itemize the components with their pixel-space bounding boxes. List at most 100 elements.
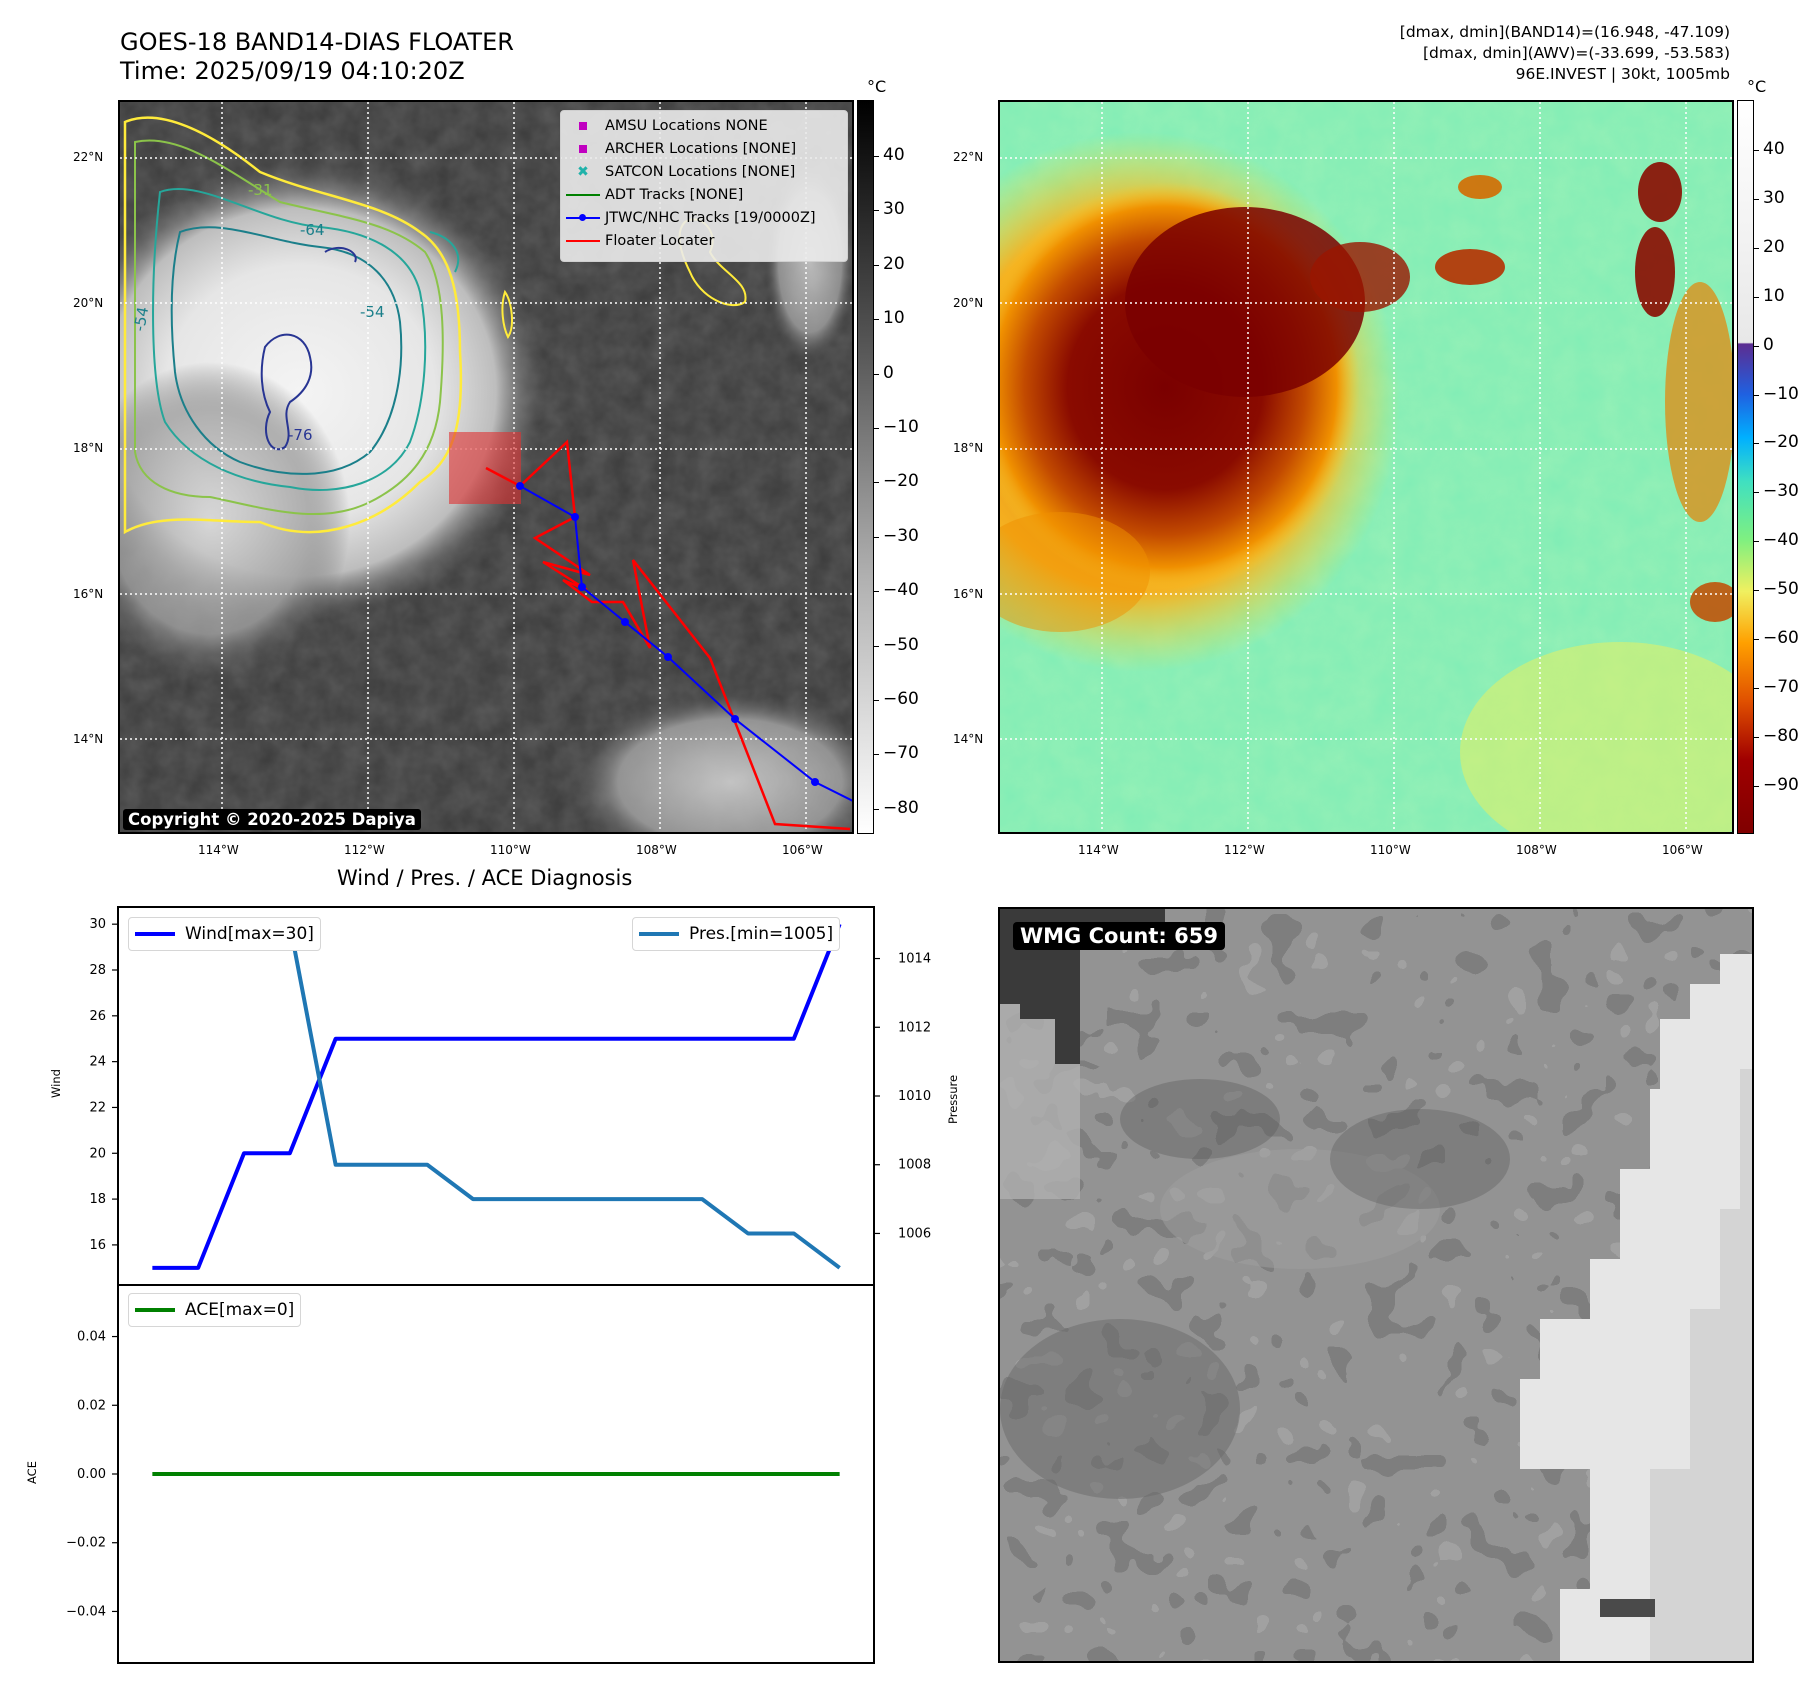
legend-symbol: ✖ — [577, 163, 589, 180]
colorbar-tick-mark — [874, 482, 879, 484]
contour-label: -64 — [300, 221, 325, 239]
colorbar-tick-label: −20 — [1763, 432, 1799, 453]
colorbar-tick-mark — [1754, 492, 1759, 494]
colorbar-tick-mark — [874, 754, 879, 756]
diagnosis-chart-area: 16 18 20 22 24 26 28 30 1006 1008 1010 1012 1014 −0.0… — [66, 906, 931, 1664]
colorbar-tick-mark — [1754, 198, 1759, 200]
lon-tick-label: 112°W — [1224, 843, 1265, 857]
colorbar-tick-mark — [1754, 296, 1759, 298]
wv-map-panel — [998, 100, 1734, 834]
colorbar-tick-label: −10 — [883, 417, 919, 437]
wind-tick-label: 18 — [89, 1192, 106, 1207]
colorbar-tick-label: −60 — [883, 689, 919, 709]
colorbar-tick-mark — [1754, 639, 1759, 640]
wind-tick-label: 30 — [89, 917, 106, 932]
colorbar-tick-mark — [874, 373, 879, 375]
wv-map-image — [1000, 102, 1732, 832]
legend-label: AMSU Locations NONE — [605, 117, 768, 134]
floater-track — [485, 439, 851, 831]
lat-tick-label: 20°N — [953, 296, 984, 310]
lat-tick-label: 14°N — [73, 732, 104, 746]
lat-tick-label: 22°N — [953, 150, 984, 164]
wind-tick-label: 20 — [89, 1146, 106, 1161]
colorbar-tick-label: −50 — [1763, 579, 1799, 600]
wind-legend: Wind[max=30] — [128, 917, 321, 951]
colorbar-tick-label: 30 — [883, 199, 905, 220]
colorbar-tick-label: −10 — [1763, 383, 1799, 404]
legend-label: ARCHER Locations [NONE] — [605, 140, 797, 157]
ace-tick-label: 0.04 — [77, 1330, 106, 1345]
lon-tick-label: 112°W — [344, 843, 385, 857]
colorbar-tick-label: −50 — [883, 634, 919, 655]
ace-tick-label: −0.02 — [66, 1536, 106, 1551]
ir-map-panel: -31 -64 -54 -54 -76 — [118, 100, 854, 834]
colorbar-tick-mark — [1754, 687, 1759, 689]
pressure-tick-label: 1006 — [898, 1226, 931, 1241]
ace-legend: ACE[max=0] — [128, 1293, 302, 1327]
legend-label: Floater Locater — [605, 232, 715, 249]
colorbar-tick-label: 20 — [1763, 236, 1785, 257]
colorbar-tick-mark — [1754, 345, 1759, 347]
legend-symbol — [561, 121, 605, 130]
colorbar-tick-label: −30 — [1763, 481, 1799, 502]
ir-colorbar — [857, 100, 874, 834]
contour-label: -31 — [248, 181, 273, 199]
legend-symbol — [561, 193, 605, 196]
ace-axis-label: ACE — [25, 1461, 39, 1484]
lon-tick-label: 114°W — [198, 843, 239, 857]
colorbar-tick-label: 40 — [1763, 139, 1785, 159]
colorbar-tick-label: 30 — [1763, 187, 1785, 208]
pressure-series-line — [152, 922, 841, 1270]
lat-tick-label: 14°N — [953, 732, 984, 746]
ir-legend: AMSU Locations NONE ARCHER Locations [NON… — [560, 110, 848, 262]
lon-tick-label: 110°W — [490, 843, 531, 857]
copyright-label: Copyright © 2020-2025 Dapiya — [123, 809, 421, 830]
map-gridlines — [1000, 102, 1732, 832]
jtwc-track-line — [519, 485, 852, 802]
contour-label: -54 — [360, 303, 385, 321]
wind-axis-label: Wind — [49, 1069, 63, 1098]
colorbar-tick-mark — [874, 428, 879, 429]
legend-label: ADT Tracks [NONE] — [605, 186, 744, 203]
legend-symbol — [561, 144, 605, 153]
colorbar-tick-mark — [874, 700, 879, 701]
lon-tick-label: 108°W — [636, 843, 677, 857]
colorbar-tick-label: −90 — [1763, 774, 1799, 795]
wind-legend-label: Wind[max=30] — [185, 924, 314, 944]
colorbar-tick-label: −60 — [1763, 628, 1799, 648]
colorbar-tick-mark — [874, 808, 879, 810]
colorbar-tick-mark — [874, 210, 879, 212]
pressure-tick-label: 1012 — [898, 1020, 931, 1035]
floater-box — [449, 432, 521, 504]
colorbar-tick-label: 0 — [1763, 334, 1774, 355]
colorbar-tick-label: −70 — [883, 743, 919, 764]
colorbar-tick-mark — [1754, 247, 1759, 249]
storm-info: 96E.INVEST | 30kt, 1005mb — [1515, 65, 1730, 83]
colorbar-tick-mark — [1754, 785, 1759, 787]
legend-item: AMSU Locations NONE — [561, 114, 847, 137]
legend-item: Floater Locater — [561, 229, 847, 252]
pressure-legend-label: Pres.[min=1005] — [689, 924, 834, 944]
lat-tick-label: 22°N — [73, 150, 104, 164]
colorbar-tick-label: 10 — [883, 308, 905, 329]
colorbar-tick-mark — [1754, 590, 1759, 592]
colorbar-tick-label: 40 — [883, 145, 905, 165]
legend-label: SATCON Locations [NONE] — [605, 163, 796, 180]
lon-tick-label: 106°W — [782, 843, 823, 857]
ace-legend-swatch — [135, 1308, 175, 1312]
lon-tick-label: 110°W — [1370, 843, 1411, 857]
figure-title-time: Time: 2025/09/19 04:10:20Z — [120, 57, 465, 85]
ir-colorbar-unit: °C — [867, 77, 887, 96]
legend-item: JTWC/NHC Tracks [19/0000Z] — [561, 206, 847, 229]
wmg-count-label: WMG Count: 659 — [1013, 922, 1225, 950]
pressure-tick-label: 1010 — [898, 1089, 931, 1104]
jtwc-track-points — [516, 482, 819, 786]
colorbar-tick-label: −40 — [883, 580, 919, 601]
wv-colorbar — [1737, 100, 1754, 834]
legend-item: ✖ SATCON Locations [NONE] — [561, 160, 847, 183]
lat-tick-label: 20°N — [73, 296, 104, 310]
stats-awv: [dmax, dmin](AWV)=(-33.699, -53.583) — [1423, 44, 1730, 62]
contour-label: -54 — [130, 305, 152, 332]
lon-tick-label: 114°W — [1078, 843, 1119, 857]
ace-tick-label: 0.00 — [77, 1467, 106, 1482]
